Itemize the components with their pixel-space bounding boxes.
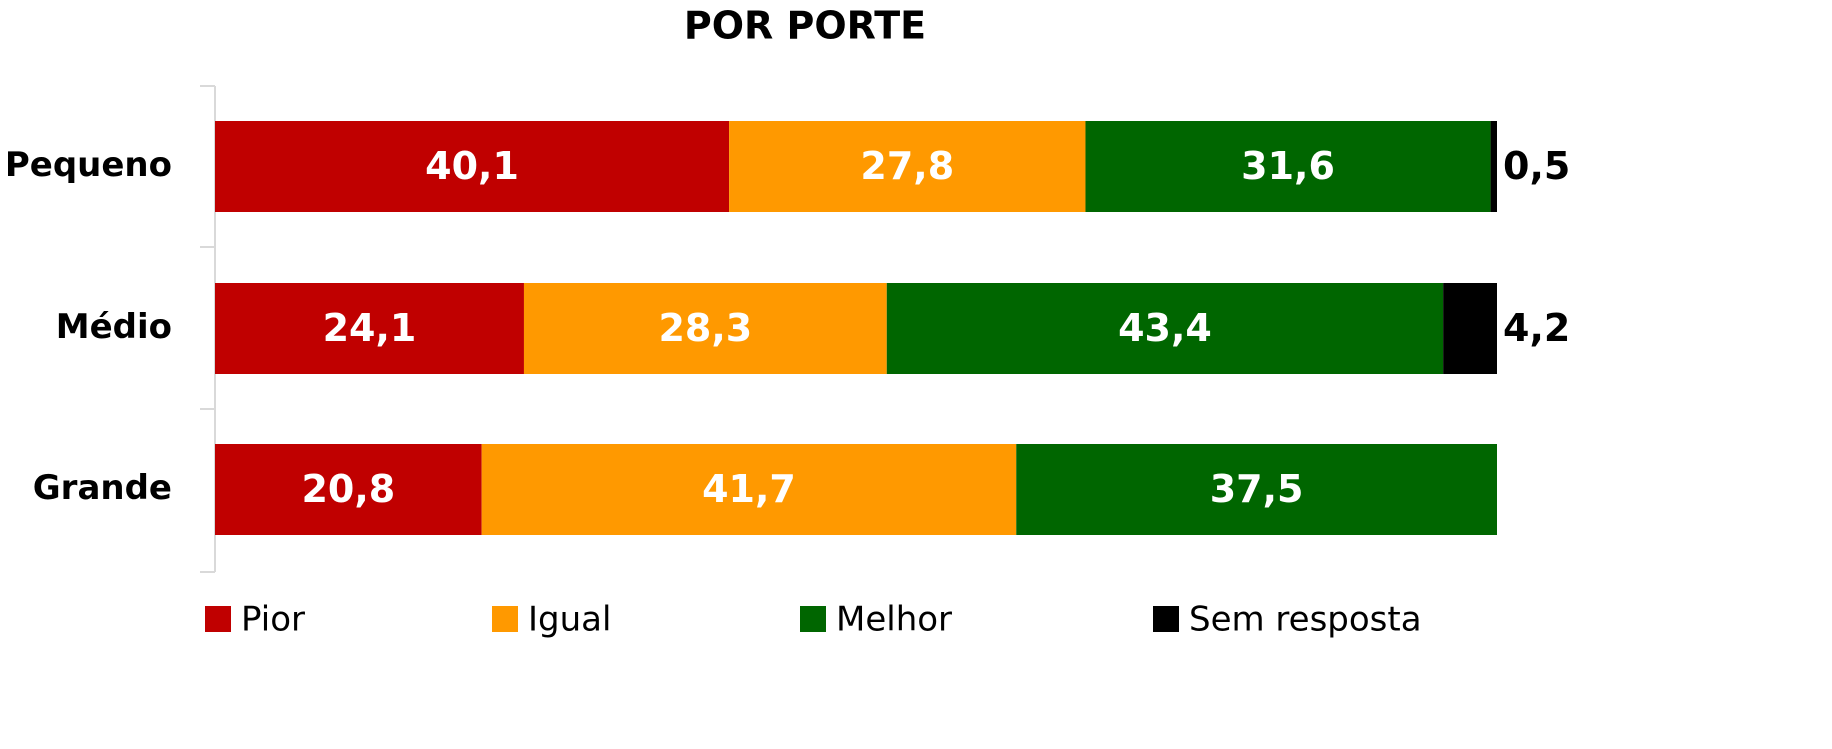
y-tick-label: Médio (56, 307, 172, 347)
legend-swatch (800, 606, 826, 632)
legend-swatch (1153, 606, 1179, 632)
data-label: 0,5 (1503, 144, 1570, 188)
data-label: 37,5 (1210, 467, 1304, 511)
bar-segment (1490, 121, 1497, 212)
bar-segment (1085, 121, 1491, 212)
data-label: 27,8 (860, 144, 954, 188)
bar-segment (481, 444, 1017, 535)
legend-label: Sem resposta (1189, 600, 1422, 640)
bar-segment (215, 121, 730, 212)
chart-title: POR PORTE (684, 4, 926, 48)
data-label: 4,2 (1503, 306, 1570, 350)
y-tick-label: Pequeno (5, 145, 172, 185)
bar-segment (215, 283, 524, 374)
category-axis (200, 85, 216, 573)
data-label: 41,7 (702, 467, 796, 511)
data-label: 43,4 (1118, 306, 1212, 350)
bar-segment (729, 121, 1086, 212)
legend-swatch (205, 606, 231, 632)
bar-segment (215, 444, 482, 535)
legend-label: Melhor (836, 600, 952, 640)
bar-segment (1443, 283, 1497, 374)
legend-swatch (492, 606, 518, 632)
legend-label: Igual (528, 600, 611, 640)
legend-label: Pior (241, 600, 305, 640)
bar-segment (523, 283, 887, 374)
data-label: 40,1 (425, 144, 519, 188)
bar-segment (1016, 444, 1497, 535)
bar-segment (886, 283, 1444, 374)
data-label: 31,6 (1241, 144, 1335, 188)
data-label: 20,8 (301, 467, 395, 511)
data-label: 24,1 (323, 306, 417, 350)
data-label: 28,3 (658, 306, 752, 350)
y-tick-label: Grande (33, 468, 172, 508)
